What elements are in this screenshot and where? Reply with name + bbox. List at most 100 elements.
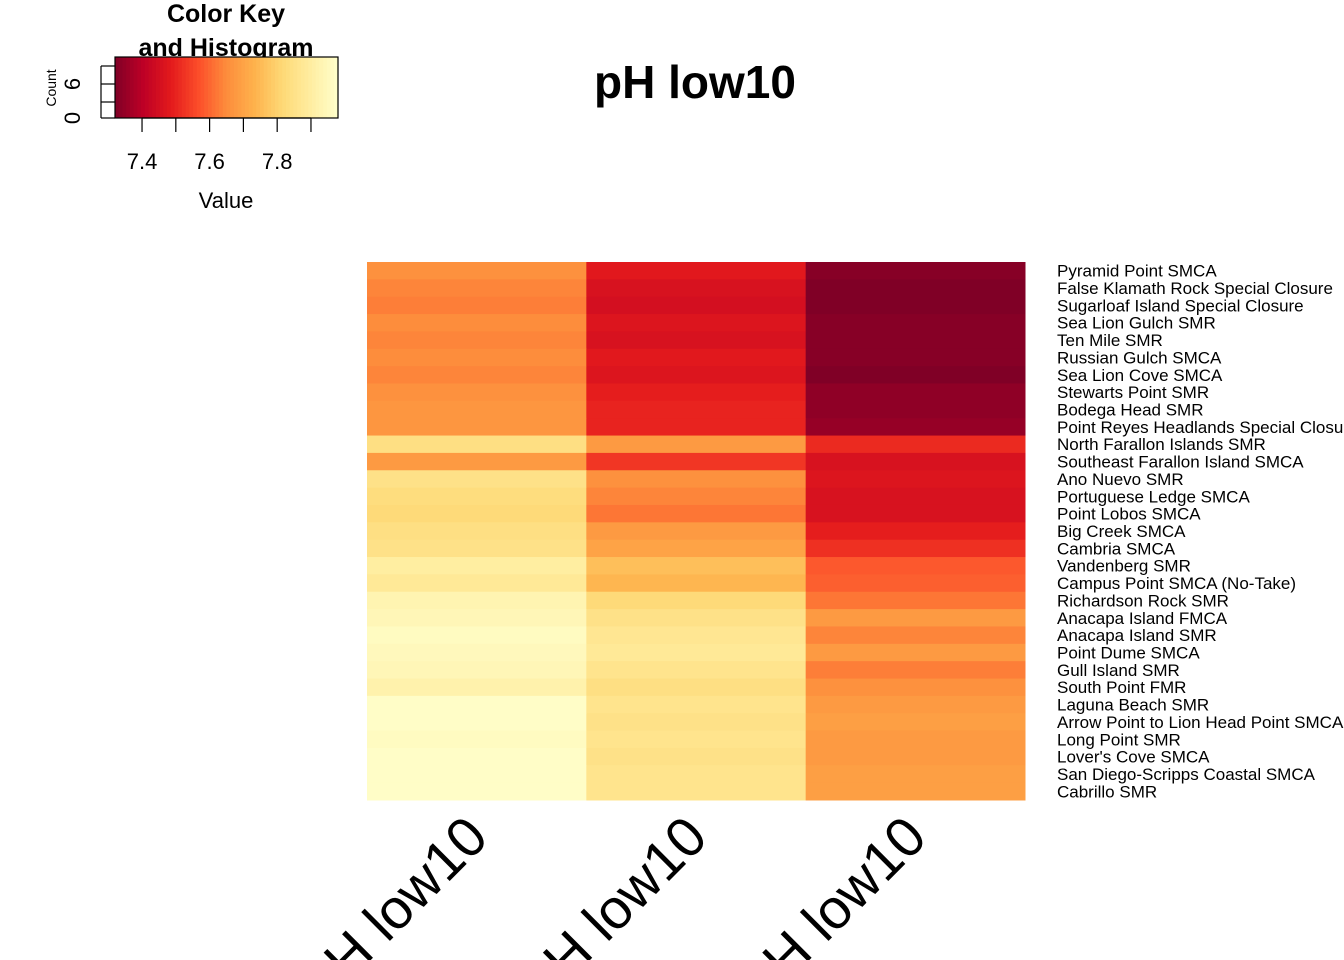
row-label: Big Creek SMCA bbox=[1057, 522, 1186, 541]
column-labels: pH low10 pH low10 pH low10 bbox=[290, 804, 938, 960]
heatmap-cell bbox=[805, 574, 1026, 593]
heatmap-cell bbox=[586, 522, 807, 541]
row-label: Sea Lion Cove SMCA bbox=[1057, 366, 1223, 385]
heatmap-cell bbox=[367, 747, 587, 766]
chart-title: pH low10 bbox=[594, 56, 796, 108]
heatmap-cell bbox=[367, 765, 587, 784]
heatmap-cell bbox=[586, 557, 807, 575]
heatmap-cell bbox=[367, 279, 587, 298]
heatmap-cell bbox=[367, 713, 587, 732]
color-key-gradient bbox=[115, 57, 339, 118]
color-key-swatch bbox=[211, 57, 216, 118]
color-key-value-axis: 7.4 7.6 7.8 bbox=[127, 117, 312, 174]
heatmap-cell bbox=[367, 730, 587, 749]
heatmap-cell bbox=[367, 591, 587, 610]
color-key-value-label: Value bbox=[199, 188, 254, 213]
color-key-swatch bbox=[326, 57, 332, 118]
row-label: Vandenberg SMR bbox=[1057, 557, 1191, 576]
heatmap-cell bbox=[805, 591, 1026, 610]
column-label: pH low10 bbox=[728, 804, 938, 960]
color-key-swatch bbox=[152, 57, 157, 118]
color-key-value-tick-label: 7.6 bbox=[194, 149, 225, 174]
color-key-swatch bbox=[293, 57, 298, 118]
heatmap-cell bbox=[805, 678, 1026, 697]
heatmap-cell bbox=[805, 522, 1026, 541]
color-key-swatch bbox=[129, 57, 135, 118]
row-label: Cabrillo SMR bbox=[1057, 782, 1157, 801]
row-label: Cambria SMCA bbox=[1057, 539, 1176, 558]
color-key-swatch bbox=[193, 57, 198, 118]
row-label: Gull Island SMR bbox=[1057, 661, 1180, 680]
heatmap-cell bbox=[805, 383, 1026, 402]
heatmap-cell bbox=[805, 539, 1026, 558]
row-label: San Diego-Scripps Coastal SMCA bbox=[1057, 765, 1316, 784]
heatmap-cell bbox=[367, 487, 587, 506]
heatmap-cell bbox=[805, 661, 1026, 680]
heatmap-cell bbox=[367, 609, 587, 627]
row-label: Point Reyes Headlands Special Closure bbox=[1057, 418, 1344, 437]
heatmap-cell bbox=[586, 747, 807, 766]
row-label: Russian Gulch SMCA bbox=[1057, 349, 1222, 368]
heatmap-cell bbox=[586, 591, 807, 610]
heatmap-cell bbox=[805, 504, 1026, 523]
color-key-swatch bbox=[167, 57, 172, 118]
row-label: Point Dume SMCA bbox=[1057, 644, 1200, 663]
heatmap-cell bbox=[367, 643, 587, 662]
heatmap-cell bbox=[805, 626, 1026, 645]
row-label: Anacapa Island FMCA bbox=[1057, 609, 1228, 628]
heatmap-cell bbox=[367, 452, 587, 471]
color-key-swatch bbox=[263, 57, 268, 118]
color-key-value-tick-label: 7.4 bbox=[127, 149, 158, 174]
color-key-swatch bbox=[148, 57, 153, 118]
color-key-swatch bbox=[219, 57, 224, 118]
heatmap-cell bbox=[805, 418, 1026, 437]
heatmap-cell bbox=[586, 626, 807, 645]
color-key-swatch bbox=[200, 57, 205, 118]
color-key-swatch bbox=[267, 57, 272, 118]
color-key-swatch bbox=[248, 57, 254, 118]
color-key-swatch bbox=[245, 57, 250, 118]
heatmap-cell bbox=[805, 713, 1026, 732]
color-key-swatch bbox=[259, 57, 265, 118]
color-key-swatch bbox=[241, 57, 246, 118]
color-key-swatch bbox=[181, 57, 187, 118]
color-key-swatch bbox=[118, 57, 124, 118]
heatmap-cell bbox=[367, 470, 587, 489]
heatmap-cell bbox=[586, 504, 807, 523]
heatmap-cell bbox=[586, 435, 807, 454]
heatmap-cell bbox=[586, 262, 807, 280]
color-key-count-axis: 0 6 Count bbox=[43, 65, 115, 124]
heatmap-cell bbox=[805, 296, 1026, 315]
row-label: Stewarts Point SMR bbox=[1057, 383, 1209, 402]
color-key-swatch bbox=[289, 57, 294, 118]
row-label: North Farallon Islands SMR bbox=[1057, 435, 1266, 454]
color-key-swatch bbox=[178, 57, 183, 118]
color-key-swatch bbox=[155, 57, 161, 118]
count-tick-0: 0 bbox=[60, 112, 85, 124]
heatmap-cell bbox=[586, 539, 807, 558]
heatmap-cell bbox=[367, 418, 587, 437]
heatmap-cell bbox=[367, 348, 587, 367]
color-key-swatch bbox=[185, 57, 190, 118]
row-label: Anacapa Island SMR bbox=[1057, 626, 1217, 645]
heatmap-cell bbox=[367, 557, 587, 575]
heatmap-cell bbox=[586, 765, 807, 784]
heatmap-cell bbox=[586, 418, 807, 437]
color-key-swatch bbox=[170, 57, 176, 118]
heatmap-cell bbox=[586, 400, 807, 419]
heatmap-cell bbox=[367, 504, 587, 523]
heatmap-cell bbox=[805, 262, 1026, 280]
heatmap-cell bbox=[586, 296, 807, 315]
heatmap-cell bbox=[805, 643, 1026, 662]
heatmap-cell bbox=[805, 782, 1026, 801]
row-label: Sugarloaf Island Special Closure bbox=[1057, 296, 1304, 315]
heatmap-cell bbox=[586, 470, 807, 489]
color-key-swatch bbox=[334, 57, 339, 118]
color-key: Color Key and Histogram 0 6 Count 7.4 7.6… bbox=[43, 0, 339, 213]
heatmap-cell bbox=[805, 730, 1026, 749]
color-key-swatch bbox=[271, 57, 276, 118]
heatmap-cell bbox=[586, 487, 807, 506]
heatmap-cell bbox=[586, 366, 807, 384]
heatmap-cell bbox=[586, 348, 807, 367]
